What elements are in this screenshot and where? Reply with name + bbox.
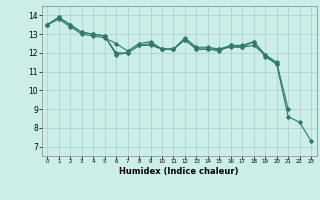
X-axis label: Humidex (Indice chaleur): Humidex (Indice chaleur) xyxy=(119,167,239,176)
